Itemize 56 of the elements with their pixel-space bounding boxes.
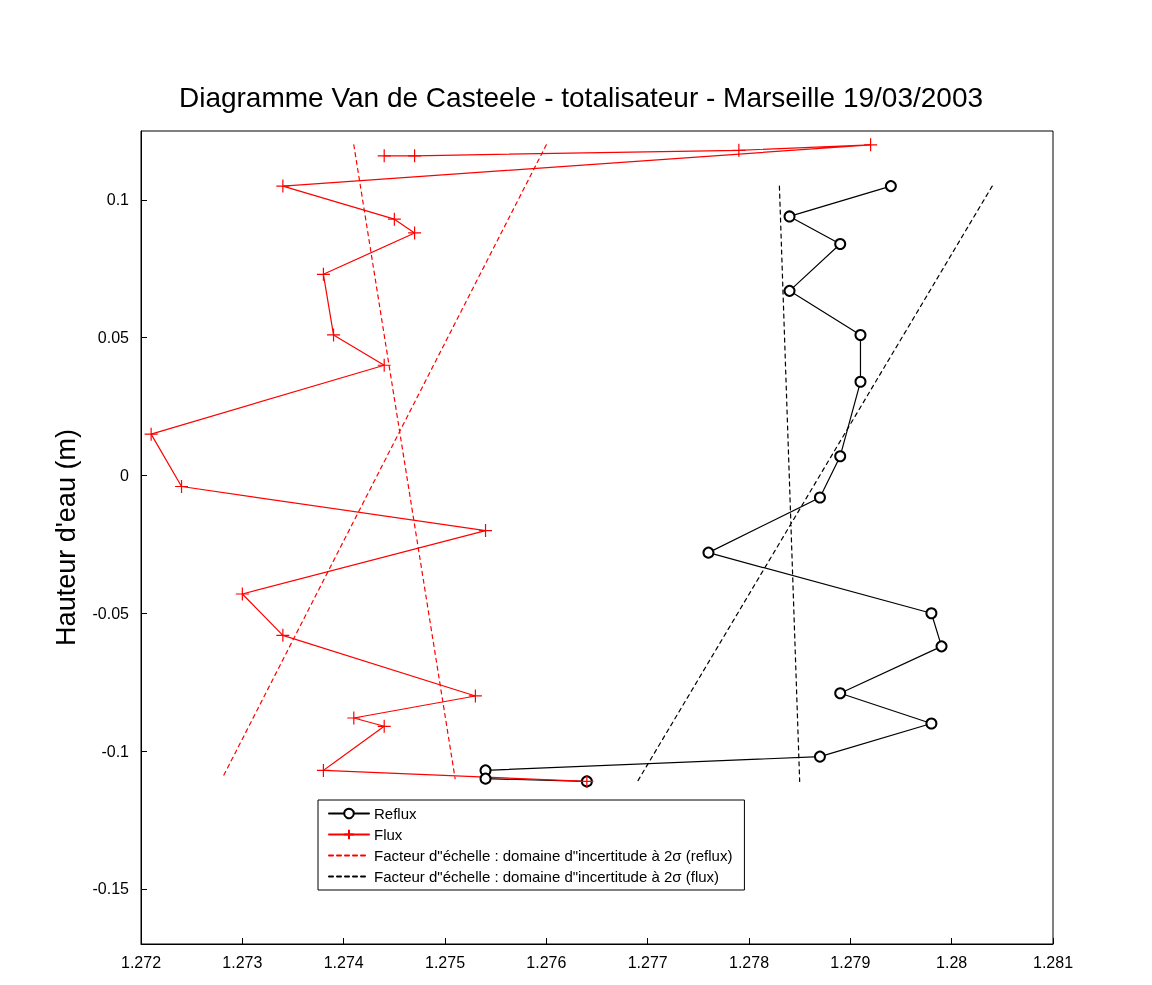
point xyxy=(316,763,331,778)
point xyxy=(884,180,897,193)
x-tick-label: 1.274 xyxy=(323,953,364,971)
point xyxy=(468,688,483,704)
y-tick-label: -0.15 xyxy=(92,880,130,898)
point xyxy=(813,750,826,763)
point xyxy=(407,225,422,241)
x-tick-label: 1.279 xyxy=(830,953,871,971)
x-tick-label: 1.276 xyxy=(526,953,567,971)
point xyxy=(783,210,796,223)
point xyxy=(854,375,867,388)
x-tick-label: 1.275 xyxy=(424,953,466,971)
y-axis-title: Hauteur d'eau (m) xyxy=(50,429,81,646)
point xyxy=(834,450,847,463)
chart-title: Diagramme Van de Casteele - totalisateur - Marseille 19/03/2003 xyxy=(178,81,984,113)
point xyxy=(783,284,796,297)
point xyxy=(834,238,847,250)
point xyxy=(346,710,361,726)
point xyxy=(813,491,826,504)
point xyxy=(174,479,189,494)
x-tick-label: 1.278 xyxy=(728,953,770,971)
point xyxy=(731,143,746,158)
point xyxy=(377,358,392,373)
legend-label: Reflux xyxy=(374,805,418,822)
point xyxy=(925,607,938,620)
point xyxy=(935,640,948,653)
point xyxy=(326,327,341,343)
point xyxy=(925,717,938,730)
y-tick-label: 0.05 xyxy=(97,329,130,347)
point xyxy=(235,586,250,602)
point xyxy=(275,628,290,643)
y-tick-label: -0.05 xyxy=(92,604,130,622)
x-tick-label: 1.281 xyxy=(1032,953,1074,971)
legend-label: Flux xyxy=(374,826,403,843)
point xyxy=(407,148,422,163)
point xyxy=(863,137,878,152)
point xyxy=(316,267,331,282)
point xyxy=(377,719,392,734)
point xyxy=(854,328,867,341)
point xyxy=(479,772,492,785)
point xyxy=(377,148,392,163)
point xyxy=(702,546,715,559)
legend-label: Facteur d"échelle : domaine d"incertitude à 2σ (reflux) xyxy=(374,847,733,864)
point xyxy=(275,179,290,194)
x-tick-label: 1.28 xyxy=(936,953,968,971)
legend-label: Facteur d"échelle : domaine d"incertitude à 2σ (flux) xyxy=(374,868,720,885)
y-tick-label: 0.1 xyxy=(106,191,130,209)
point xyxy=(144,427,159,442)
x-tick-label: 1.277 xyxy=(627,953,668,971)
point xyxy=(834,687,847,700)
y-tick-label: 0 xyxy=(120,466,130,484)
x-tick-label: 1.272 xyxy=(120,953,162,971)
x-tick-label: 1.273 xyxy=(222,953,263,971)
point xyxy=(478,523,493,538)
y-tick-label: -0.1 xyxy=(101,742,130,760)
point xyxy=(387,212,402,227)
